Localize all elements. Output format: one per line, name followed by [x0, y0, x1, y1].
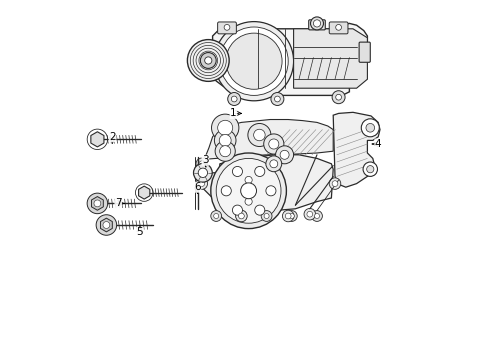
Text: 2: 2 — [109, 132, 116, 142]
Circle shape — [336, 24, 342, 30]
Circle shape — [314, 20, 320, 27]
Circle shape — [205, 57, 212, 64]
Circle shape — [226, 33, 282, 89]
Circle shape — [215, 22, 294, 101]
Circle shape — [198, 168, 208, 177]
Circle shape — [211, 153, 286, 229]
Circle shape — [224, 24, 230, 30]
Circle shape — [200, 53, 216, 68]
Circle shape — [103, 222, 110, 229]
Text: 4: 4 — [375, 139, 382, 149]
Polygon shape — [100, 218, 112, 232]
Text: 1: 1 — [230, 108, 237, 118]
Circle shape — [304, 208, 316, 220]
Circle shape — [236, 211, 247, 221]
Text: 5: 5 — [137, 227, 143, 237]
Circle shape — [216, 158, 281, 223]
Circle shape — [280, 150, 289, 159]
Circle shape — [199, 161, 205, 167]
Polygon shape — [91, 132, 104, 147]
Circle shape — [274, 96, 280, 102]
Circle shape — [285, 213, 291, 219]
Circle shape — [254, 129, 265, 141]
Circle shape — [336, 94, 342, 100]
Circle shape — [271, 93, 284, 105]
Circle shape — [264, 134, 284, 154]
Circle shape — [332, 91, 345, 104]
Circle shape — [289, 213, 294, 219]
Circle shape — [286, 211, 297, 221]
Circle shape — [232, 205, 243, 215]
Circle shape — [228, 93, 241, 105]
Circle shape — [241, 183, 257, 199]
Circle shape — [275, 146, 294, 164]
Circle shape — [245, 198, 252, 205]
Circle shape — [220, 146, 231, 157]
Text: 6: 6 — [194, 182, 201, 192]
Circle shape — [255, 166, 265, 176]
Circle shape — [245, 176, 252, 184]
Circle shape — [363, 162, 377, 176]
Circle shape — [270, 160, 278, 168]
Circle shape — [366, 123, 374, 132]
Circle shape — [211, 211, 221, 221]
Circle shape — [196, 178, 208, 189]
Circle shape — [96, 215, 117, 235]
Circle shape — [261, 211, 272, 221]
Circle shape — [329, 178, 341, 189]
Circle shape — [311, 17, 323, 30]
Circle shape — [94, 200, 101, 207]
Circle shape — [239, 213, 245, 219]
Circle shape — [221, 186, 231, 196]
Circle shape — [218, 120, 233, 135]
Circle shape — [239, 213, 244, 219]
Polygon shape — [204, 23, 368, 95]
Circle shape — [87, 193, 108, 214]
Circle shape — [236, 210, 247, 222]
Circle shape — [266, 156, 282, 172]
Circle shape — [315, 213, 319, 219]
Polygon shape — [139, 186, 150, 199]
Circle shape — [199, 181, 205, 186]
Circle shape — [269, 139, 279, 149]
Circle shape — [255, 205, 265, 215]
Circle shape — [332, 181, 338, 186]
Circle shape — [312, 211, 322, 221]
Circle shape — [266, 186, 276, 196]
FancyBboxPatch shape — [218, 22, 236, 34]
Circle shape — [282, 210, 294, 222]
FancyBboxPatch shape — [329, 22, 348, 34]
FancyBboxPatch shape — [359, 42, 370, 62]
Polygon shape — [195, 155, 333, 211]
Circle shape — [232, 166, 243, 176]
Polygon shape — [92, 197, 103, 210]
FancyBboxPatch shape — [309, 20, 325, 30]
Circle shape — [214, 213, 219, 219]
Circle shape — [215, 141, 235, 161]
Text: 3: 3 — [202, 155, 209, 165]
Polygon shape — [204, 120, 333, 159]
Circle shape — [220, 27, 288, 95]
Circle shape — [194, 163, 212, 182]
Circle shape — [212, 114, 239, 141]
Circle shape — [187, 40, 229, 81]
Circle shape — [361, 119, 379, 137]
Polygon shape — [294, 29, 368, 88]
Circle shape — [307, 211, 313, 217]
Circle shape — [248, 123, 271, 147]
Polygon shape — [333, 112, 380, 187]
Circle shape — [367, 166, 374, 173]
Circle shape — [231, 96, 237, 102]
Circle shape — [196, 158, 208, 170]
Circle shape — [219, 135, 231, 147]
Text: 7: 7 — [115, 198, 122, 208]
Circle shape — [264, 213, 269, 219]
Circle shape — [215, 130, 236, 151]
